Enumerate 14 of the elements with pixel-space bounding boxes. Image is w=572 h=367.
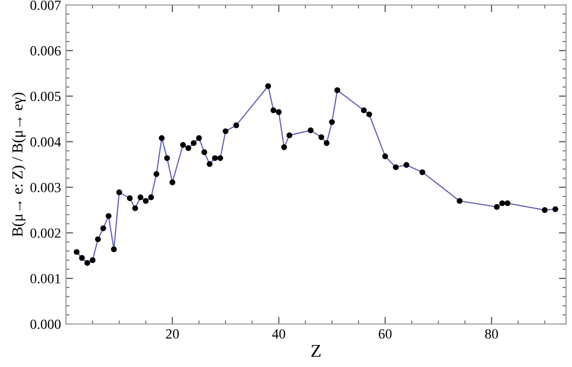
y-tick-label: 0.003 [30,182,61,192]
y-tick-label: 0.005 [30,92,61,102]
x-tick-label: 20 [166,329,179,339]
y-tick-label: 0.001 [30,274,60,284]
x-axis-title: Z [311,344,321,357]
x-tick-label: 40 [272,329,286,339]
x-tick-label: 80 [485,329,498,339]
y-tick-label: 0.002 [30,228,60,238]
y-tick-label: 0.004 [30,137,61,147]
y-tick-label: 0.007 [30,0,61,10]
y-tick-label: 0.000 [30,320,61,330]
x-tick-label: 60 [378,329,392,339]
y-axis-title: B(μ→ e: Z) / B(μ→ eγ) [12,92,26,237]
y-tick-label: 0.006 [30,46,61,56]
